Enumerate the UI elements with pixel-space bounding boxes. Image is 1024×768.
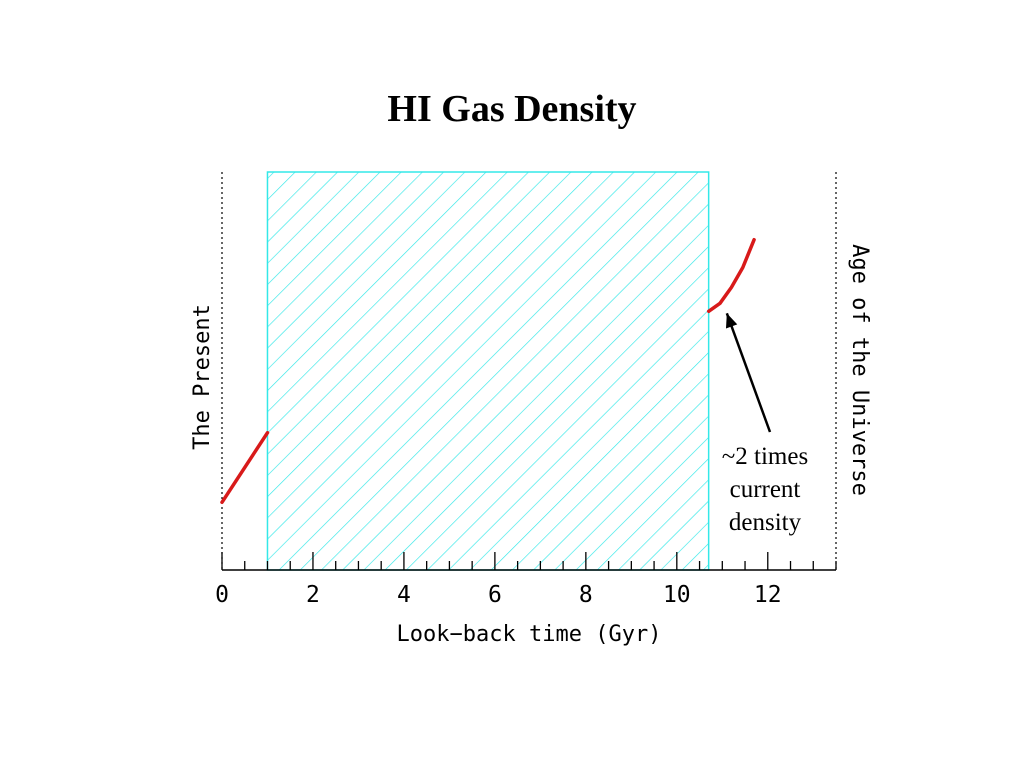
x-tick-label: 4 — [397, 582, 411, 608]
annotation-arrow — [725, 312, 772, 433]
x-tick-label: 10 — [663, 582, 691, 608]
x-tick-label: 6 — [488, 582, 502, 608]
x-tick-label: 0 — [215, 582, 229, 608]
annotation-text: density — [729, 509, 802, 536]
reference-label-present: The Present — [190, 304, 215, 450]
x-tick-label: 2 — [306, 582, 320, 608]
x-axis: 0 2 4 6 8 10 12 — [215, 552, 837, 608]
density-curve-segment — [706, 237, 756, 314]
x-tick-label: 12 — [754, 582, 782, 608]
hatched-region — [266, 171, 710, 571]
x-axis-label: Look−back time (Gyr) — [397, 622, 662, 647]
chart-title: HI Gas Density — [387, 88, 636, 130]
annotation-layer: ~2 times current density — [722, 312, 808, 536]
reference-line-layer: The Present Age of the Universe — [190, 172, 872, 570]
annotation-text: current — [730, 476, 801, 503]
annotation-arrowhead — [725, 313, 738, 329]
reference-label-age-of-universe: Age of the Universe — [847, 244, 872, 496]
series-layer — [220, 237, 756, 505]
annotation-text: ~2 times — [722, 443, 808, 470]
shaded-region-layer — [266, 171, 710, 571]
x-tick-label: 8 — [579, 582, 593, 608]
density-curve-segment — [220, 430, 270, 505]
